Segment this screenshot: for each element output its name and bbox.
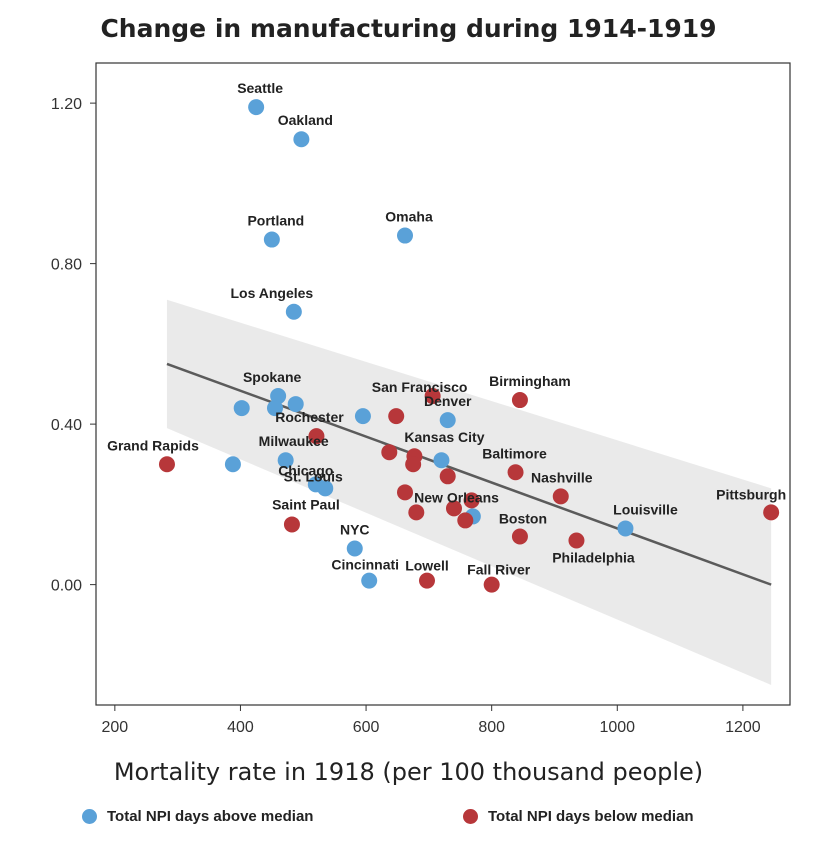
point-above-median: [397, 227, 414, 244]
point-label: Lowell: [405, 558, 449, 574]
x-axis-title: Mortality rate in 1918 (per 100 thousand…: [113, 758, 704, 786]
legend-label-above-median: Total NPI days above median: [107, 808, 314, 825]
legend-dot-red-icon: [463, 809, 478, 824]
point-label: Spokane: [243, 369, 302, 385]
y-tick-label: 0.80: [51, 257, 82, 274]
y-tick-label: 0.40: [51, 417, 82, 434]
point-label: Grand Rapids: [107, 437, 199, 453]
point-above-median: [317, 480, 334, 497]
point-above-median: [433, 452, 450, 469]
point-label: Portland: [247, 213, 304, 229]
point-below-median: [439, 468, 456, 485]
point-below-median: [397, 484, 414, 501]
x-tick-label: 200: [101, 719, 128, 736]
chart-title: Change in manufacturing during 1914-1919: [100, 14, 717, 43]
confidence-band: [166, 299, 772, 685]
point-above-median: [248, 99, 265, 116]
point-below-median: [511, 528, 528, 545]
point-below-median: [445, 500, 462, 517]
point-below-median: [568, 532, 585, 549]
point-below-median: [763, 504, 780, 521]
point-label: Denver: [424, 393, 472, 409]
point-label: Boston: [499, 510, 547, 526]
x-tick-label: 800: [478, 719, 505, 736]
point-below-median: [405, 456, 422, 473]
point-above-median: [293, 131, 310, 148]
point-above-median: [617, 520, 634, 537]
point-label: Seattle: [237, 80, 283, 96]
x-tick-label: 1200: [725, 719, 761, 736]
point-label: Rochester: [275, 409, 344, 425]
point-above-median: [233, 400, 250, 417]
point-above-median: [285, 303, 302, 320]
point-label: San Francisco: [372, 379, 468, 395]
point-label: New Orleans: [414, 489, 499, 505]
point-label: Louisville: [613, 501, 678, 517]
trend-line: [166, 362, 772, 586]
point-above-median: [287, 396, 304, 413]
point-below-median: [418, 572, 435, 589]
point-above-median: [346, 540, 363, 557]
point-above-median: [224, 456, 241, 473]
point-below-median: [507, 464, 524, 481]
point-below-median: [388, 408, 405, 425]
point-label: Baltimore: [482, 445, 547, 461]
point-above-median: [277, 452, 294, 469]
point-label: Milwaukee: [259, 433, 329, 449]
point-label: Fall River: [467, 562, 531, 578]
point-below-median: [457, 512, 474, 529]
point-label: Pittsburgh: [716, 486, 786, 502]
point-below-median: [408, 504, 425, 521]
point-above-median: [354, 408, 371, 425]
y-tick-label: 1.20: [51, 96, 82, 113]
point-label: Omaha: [385, 209, 433, 225]
legend-label-below-median: Total NPI days below median: [488, 808, 694, 825]
point-label: St. Louis: [284, 468, 343, 484]
y-tick-label: 0.00: [51, 578, 82, 595]
point-above-median: [270, 388, 287, 405]
point-label: Kansas City: [404, 429, 484, 445]
point-below-median: [552, 488, 569, 505]
point-below-median: [483, 576, 500, 593]
point-label: Philadelphia: [552, 549, 635, 565]
point-label: Birmingham: [489, 373, 571, 389]
legend-item-above-median: Total NPI days above median: [82, 808, 313, 825]
x-tick-label: 600: [353, 719, 380, 736]
plot-frame: [95, 62, 791, 706]
point-below-median: [463, 492, 480, 509]
point-below-median: [158, 456, 175, 473]
point-below-median: [511, 392, 528, 409]
point-above-median: [439, 412, 456, 429]
point-label: NYC: [340, 522, 370, 538]
point-label: Cincinnati: [331, 557, 399, 573]
legend-dot-blue-icon: [82, 809, 97, 824]
x-tick-label: 1000: [599, 719, 635, 736]
point-above-median: [263, 231, 280, 248]
point-below-median: [308, 428, 325, 445]
point-label: Oakland: [278, 112, 333, 128]
point-label: Nashville: [531, 469, 593, 485]
x-tick-label: 400: [227, 719, 254, 736]
point-label: Saint Paul: [272, 496, 340, 512]
point-below-median: [283, 516, 300, 533]
point-label: Los Angeles: [230, 285, 313, 301]
point-below-median: [424, 388, 441, 405]
point-above-median: [266, 400, 283, 417]
point-label: Chicago: [278, 462, 333, 478]
point-below-median: [381, 444, 398, 461]
legend-item-below-median: Total NPI days below median: [463, 808, 694, 825]
point-above-median: [361, 572, 378, 589]
